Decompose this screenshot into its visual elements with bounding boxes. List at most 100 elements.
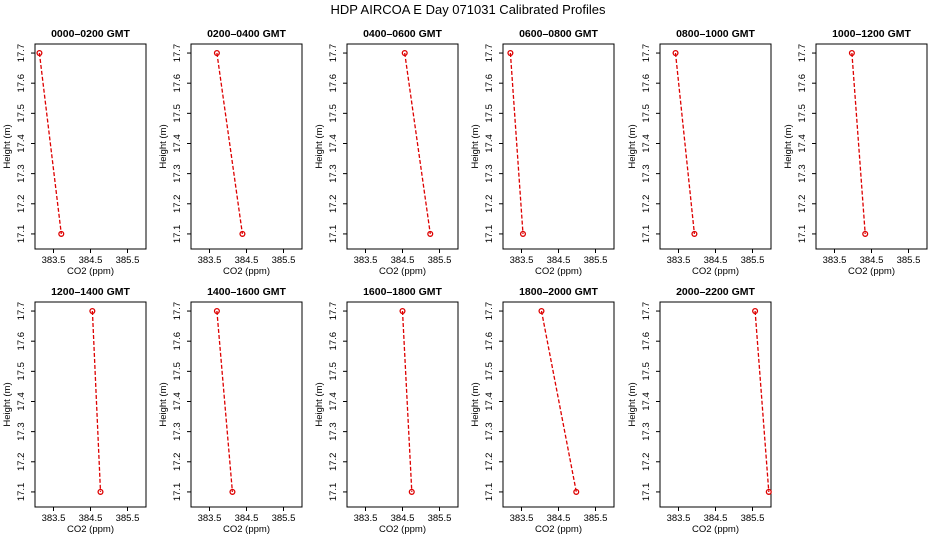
- y-tick-label: 17.5: [641, 104, 652, 123]
- y-tick-label: 17.3: [328, 164, 339, 183]
- panel-title: 0000–0200 GMT: [51, 28, 130, 40]
- x-tick-label: 385.5: [428, 255, 452, 266]
- y-tick-label: 17.5: [641, 362, 652, 381]
- x-tick-label: 385.5: [428, 513, 452, 524]
- y-axis-label: Height (m): [470, 124, 481, 168]
- y-tick-label: 17.4: [641, 392, 652, 411]
- y-tick-label: 17.7: [16, 302, 27, 321]
- panel-title: 0800–1000 GMT: [676, 28, 755, 40]
- x-tick-label: 385.5: [584, 513, 608, 524]
- x-tick-label: 385.5: [116, 255, 140, 266]
- data-point: [89, 307, 96, 315]
- y-tick-label: 17.7: [328, 302, 339, 321]
- y-tick-label: 17.6: [172, 74, 183, 93]
- y-tick-label: 17.1: [484, 483, 495, 502]
- series-line: [91, 310, 102, 492]
- data-point: [97, 488, 104, 495]
- series-line: [216, 310, 234, 492]
- series-line: [216, 52, 244, 234]
- plot-frame: [190, 301, 303, 508]
- y-tick-label: 17.7: [641, 44, 652, 63]
- y-axis-label: Height (m): [2, 382, 13, 426]
- y-tick-label: 17.2: [484, 195, 495, 214]
- y-tick-label: 17.3: [641, 164, 652, 183]
- x-tick-label: 383.5: [667, 255, 691, 266]
- data-point: [401, 49, 408, 57]
- plot-frame: [190, 43, 303, 250]
- x-tick-label: 385.5: [116, 513, 140, 524]
- y-axis-label: Height (m): [470, 382, 481, 426]
- y-tick-label: 17.6: [328, 74, 339, 93]
- data-point: [672, 49, 679, 57]
- y-tick-label: 17.1: [16, 225, 27, 244]
- x-tick-label: 384.5: [547, 513, 571, 524]
- data-point: [239, 230, 246, 237]
- y-tick-label: 17.5: [484, 362, 495, 381]
- y-tick-label: 17.2: [641, 453, 652, 472]
- y-axis-label: Height (m): [2, 124, 13, 168]
- y-tick-label: 17.3: [328, 422, 339, 441]
- y-tick-label: 17.3: [172, 422, 183, 441]
- plot-frame: [659, 301, 772, 508]
- panel-title: 2000–2200 GMT: [676, 286, 755, 298]
- x-axis-label: CO2 (ppm): [223, 266, 270, 277]
- panel-title: 0600–0800 GMT: [519, 28, 598, 40]
- y-tick-label: 17.3: [641, 422, 652, 441]
- y-tick-label: 17.1: [328, 225, 339, 244]
- y-tick-label: 17.7: [328, 44, 339, 63]
- y-axis-label: Height (m): [158, 382, 169, 426]
- y-tick-label: 17.3: [172, 164, 183, 183]
- data-point: [58, 230, 65, 237]
- data-point: [427, 230, 434, 237]
- x-tick-label: 385.5: [897, 255, 921, 266]
- y-axis-label: Height (m): [158, 124, 169, 168]
- x-axis-label: CO2 (ppm): [535, 524, 582, 535]
- x-tick-label: 383.5: [198, 255, 222, 266]
- y-tick-label: 17.5: [172, 104, 183, 123]
- y-tick-label: 17.1: [328, 483, 339, 502]
- y-tick-label: 17.6: [484, 332, 495, 351]
- y-tick-label: 17.2: [328, 453, 339, 472]
- y-tick-label: 17.2: [16, 195, 27, 214]
- y-tick-label: 17.5: [16, 362, 27, 381]
- plot-frame: [502, 43, 615, 250]
- y-tick-label: 17.5: [172, 362, 183, 381]
- y-tick-label: 17.2: [16, 453, 27, 472]
- y-tick-label: 17.2: [641, 195, 652, 214]
- y-tick-label: 17.2: [484, 453, 495, 472]
- x-tick-label: 384.5: [860, 255, 884, 266]
- data-point: [507, 49, 514, 57]
- page-title: HDP AIRCOA E Day 071031 Calibrated Profi…: [330, 2, 606, 17]
- series-line: [38, 52, 62, 234]
- x-tick-label: 384.5: [79, 513, 103, 524]
- y-tick-label: 17.6: [641, 332, 652, 351]
- plot-frame: [659, 43, 772, 250]
- y-tick-label: 17.7: [797, 44, 808, 63]
- data-point: [848, 49, 855, 57]
- x-axis-label: CO2 (ppm): [379, 266, 426, 277]
- y-tick-label: 17.1: [641, 483, 652, 502]
- x-tick-label: 384.5: [79, 255, 103, 266]
- y-tick-label: 17.7: [172, 302, 183, 321]
- x-axis-label: CO2 (ppm): [67, 266, 114, 277]
- data-point: [408, 488, 415, 495]
- y-tick-label: 17.3: [16, 422, 27, 441]
- x-tick-label: 385.5: [741, 255, 765, 266]
- x-axis-label: CO2 (ppm): [379, 524, 426, 535]
- panel-title: 1200–1400 GMT: [51, 286, 130, 298]
- plot-frame: [34, 301, 147, 508]
- y-tick-label: 17.3: [484, 422, 495, 441]
- y-tick-label: 17.4: [484, 134, 495, 153]
- plot-frame: [815, 43, 928, 250]
- x-tick-label: 383.5: [354, 255, 378, 266]
- y-tick-label: 17.1: [797, 225, 808, 244]
- y-tick-label: 17.5: [797, 104, 808, 123]
- y-tick-label: 17.6: [16, 74, 27, 93]
